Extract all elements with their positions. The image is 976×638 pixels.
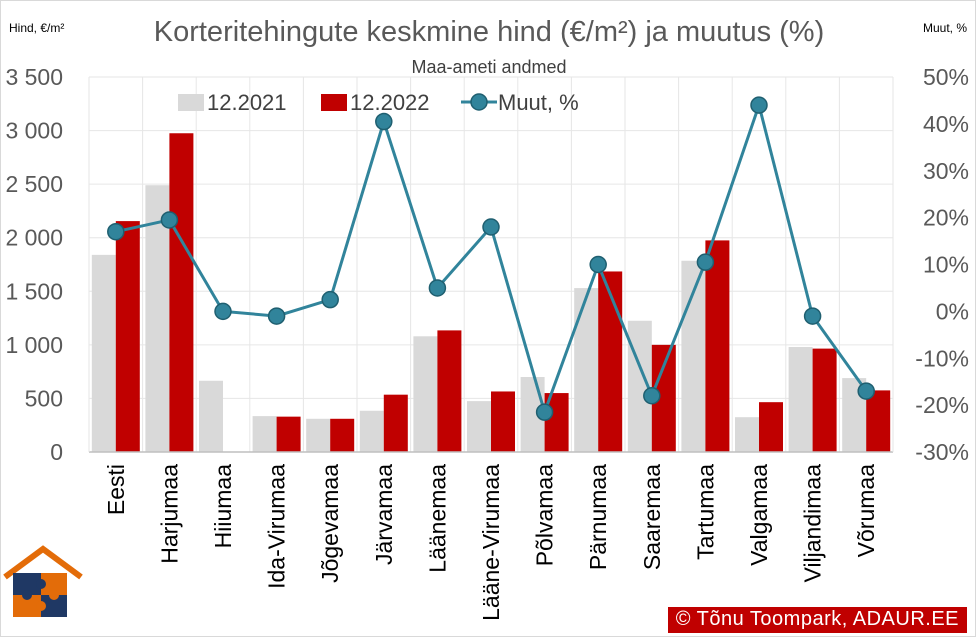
bar-12.2022-Valgamaa <box>759 402 783 452</box>
change-marker-Eesti <box>107 222 125 241</box>
right-tick-label: 0% <box>936 298 969 324</box>
right-tick-label: 40% <box>923 111 969 137</box>
category-label: Ida-Virumaa <box>264 464 290 589</box>
bar-12.2021-Läänemaa <box>413 336 438 452</box>
bar-12.2022-Võrumaa <box>866 390 891 452</box>
bar-12.2022-Tartumaa <box>705 240 730 452</box>
right-tick-label: -30% <box>915 439 969 465</box>
change-marker-Saaremaa <box>643 387 661 405</box>
category-label: Järvamaa <box>371 464 397 565</box>
right-tick-labels: -30% -20% -10% 0% 10% 20% 30% 40% 50% <box>915 64 969 465</box>
bar-12.2021-Lääne-Virumaa <box>467 401 491 452</box>
bar-12.2022-Eesti <box>115 221 140 452</box>
axes <box>88 77 894 453</box>
legend-swatch-2021 <box>178 94 204 111</box>
change-marker-Tartumaa <box>696 253 715 271</box>
left-tick-label: 3 500 <box>5 64 63 90</box>
change-marker-Valgamaa <box>750 96 768 114</box>
bar-12.2021-Ida-Virumaa <box>252 416 277 452</box>
left-tick-label: 1 000 <box>5 332 63 358</box>
category-label: Pärnumaa <box>585 464 611 570</box>
bar-12.2021-Järvamaa <box>359 410 384 452</box>
category-label: Läänemaa <box>424 464 450 573</box>
bar-12.2022-Ida-Virumaa <box>276 416 301 452</box>
right-axis-label: Muut, % <box>923 21 967 35</box>
bar-12.2021-Viljandimaa <box>788 347 813 452</box>
category-label: Hiiumaa <box>210 464 236 549</box>
category-label: Tartumaa <box>692 464 718 560</box>
bar-12.2021-Valgamaa <box>735 417 759 452</box>
right-tick-label: 50% <box>923 64 969 90</box>
right-tick-label: 30% <box>923 158 969 184</box>
bar-12.2022-Järvamaa <box>383 394 408 452</box>
right-tick-label: 10% <box>923 252 969 278</box>
bar-12.2022-Jõgevamaa <box>330 418 355 452</box>
legend-swatch-2022 <box>321 94 347 111</box>
adaur-logo <box>3 545 83 617</box>
change-marker-Ida-Virumaa <box>267 307 286 325</box>
change-marker-Lääne-Virumaa <box>482 218 500 236</box>
category-labels: Eesti Harjumaa Hiiumaa Ida-Virumaa Jõgevamaa… <box>103 464 879 621</box>
category-label: Valgamaa <box>746 464 772 566</box>
legend-label-2021: 12.2021 <box>207 90 287 115</box>
right-tick-label: 20% <box>923 205 969 231</box>
category-label: Eesti <box>103 464 129 515</box>
bar-12.2022-Pärnumaa <box>598 271 623 452</box>
category-label: Harjumaa <box>156 464 182 564</box>
bar-12.2021-Hiiumaa <box>199 380 223 452</box>
bar-12.2022-Läänemaa <box>437 330 462 452</box>
left-tick-labels: 0 500 1 000 1 500 2 000 2 500 3 000 3 500 <box>5 64 63 465</box>
change-marker-Põlvamaa <box>535 403 554 421</box>
bar-12.2022-Viljandimaa <box>812 348 837 452</box>
right-tick-label: -20% <box>915 392 969 418</box>
credit-badge: © Tõnu Toompark, ADAUR.EE <box>667 607 967 633</box>
category-label: Lääne-Virumaa <box>478 464 504 621</box>
change-marker-Läänemaa <box>428 279 447 297</box>
bar-12.2021-Jõgevamaa <box>306 418 331 452</box>
change-marker-Võrumaa <box>857 382 875 400</box>
bar-12.2022-Lääne-Virumaa <box>491 391 515 452</box>
left-tick-label: 0 <box>50 439 63 465</box>
change-line <box>107 96 875 421</box>
legend-marker-change <box>470 93 488 111</box>
bar-12.2021-Pärnumaa <box>574 288 599 452</box>
category-label: Viljandimaa <box>800 464 826 583</box>
legend-label-change: Muut, % <box>498 90 579 115</box>
bar-12.2022-Harjumaa <box>169 133 194 452</box>
change-line-path <box>115 99 868 417</box>
category-label: Põlvamaa <box>532 464 558 566</box>
left-axis-label: Hind, €/m² <box>9 21 64 35</box>
right-tick-label: -10% <box>915 345 969 371</box>
change-marker-Viljandimaa <box>803 307 822 325</box>
legend-label-2022: 12.2022 <box>350 90 430 115</box>
category-label: Jõgevamaa <box>317 464 343 583</box>
category-label: Võrumaa <box>853 464 879 558</box>
change-marker-Jõgevamaa <box>321 290 339 309</box>
bar-12.2021-Eesti <box>91 254 116 452</box>
left-tick-label: 1 500 <box>5 278 63 304</box>
change-marker-Pärnumaa <box>589 255 607 274</box>
change-marker-Harjumaa <box>160 211 179 229</box>
chart-title: Korteritehingute keskmine hind (€/m²) ja… <box>154 16 824 48</box>
chart-subtitle: Maa-ameti andmed <box>411 57 566 77</box>
left-tick-label: 3 000 <box>5 118 63 144</box>
legend: 12.2021 12.2022 Muut, % <box>178 90 579 115</box>
grid-lines <box>89 76 893 452</box>
left-tick-label: 2 500 <box>5 171 63 197</box>
bars <box>91 133 891 452</box>
change-marker-Hiiumaa <box>214 302 232 321</box>
change-marker-Järvamaa <box>375 112 393 131</box>
bar-12.2021-Harjumaa <box>145 185 170 452</box>
left-tick-label: 2 000 <box>5 225 63 251</box>
category-label: Saaremaa <box>639 464 665 570</box>
left-tick-label: 500 <box>25 385 63 411</box>
